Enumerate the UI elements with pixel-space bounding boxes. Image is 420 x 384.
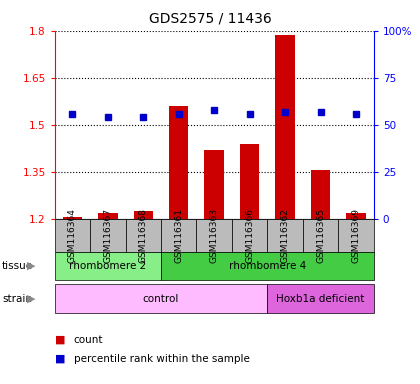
Text: count: count — [74, 335, 103, 345]
Bar — [240, 144, 260, 219]
Bar — [126, 31, 161, 219]
Text: tissue: tissue — [2, 261, 33, 271]
Text: Hoxb1a deficient: Hoxb1a deficient — [276, 293, 365, 304]
Bar — [169, 106, 189, 219]
Text: GSM116361: GSM116361 — [174, 208, 183, 263]
Text: ■: ■ — [55, 335, 65, 345]
Text: GSM116369: GSM116369 — [352, 208, 360, 263]
Text: GDS2575 / 11436: GDS2575 / 11436 — [149, 12, 271, 25]
Text: rhombomere 2: rhombomere 2 — [69, 261, 147, 271]
Text: percentile rank within the sample: percentile rank within the sample — [74, 354, 249, 364]
Bar — [276, 35, 295, 219]
Bar — [161, 31, 197, 219]
Bar — [90, 31, 126, 219]
Bar — [311, 170, 331, 219]
Bar — [339, 31, 374, 219]
Bar — [303, 31, 339, 219]
Text: GSM116362: GSM116362 — [281, 208, 290, 263]
Bar — [268, 31, 303, 219]
Text: ▶: ▶ — [27, 293, 36, 304]
Bar — [98, 213, 118, 219]
Bar — [346, 213, 366, 219]
Text: ■: ■ — [55, 354, 65, 364]
Text: GSM116363: GSM116363 — [210, 208, 219, 263]
Text: GSM116367: GSM116367 — [103, 208, 112, 263]
Bar — [205, 150, 224, 219]
Bar — [134, 211, 153, 219]
Text: strain: strain — [2, 293, 32, 304]
Text: GSM116366: GSM116366 — [245, 208, 254, 263]
Text: rhombomere 4: rhombomere 4 — [229, 261, 306, 271]
Bar — [232, 31, 268, 219]
Text: GSM116368: GSM116368 — [139, 208, 148, 263]
Bar — [63, 217, 82, 219]
Bar — [197, 31, 232, 219]
Text: GSM116364: GSM116364 — [68, 208, 77, 263]
Text: control: control — [143, 293, 179, 304]
Text: GSM116365: GSM116365 — [316, 208, 325, 263]
Bar — [55, 31, 90, 219]
Text: ▶: ▶ — [27, 261, 36, 271]
